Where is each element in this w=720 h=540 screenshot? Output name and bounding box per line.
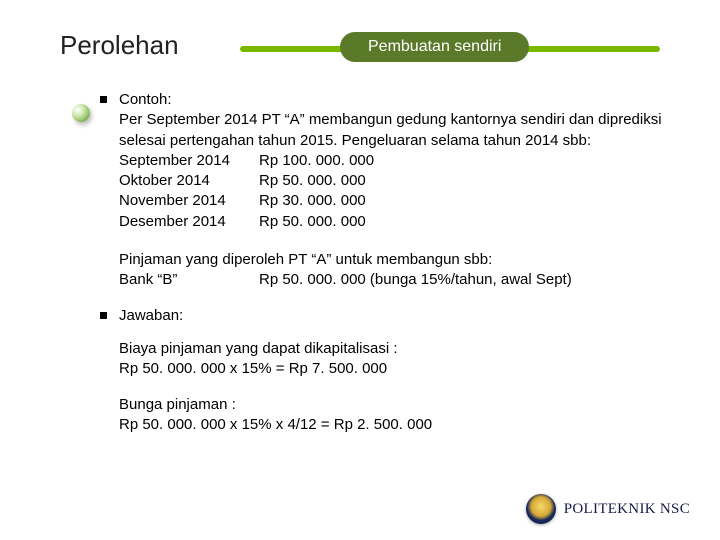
answer-block-2: Bunga pinjaman : Rp 50. 000. 000 x 15% x… — [100, 395, 665, 436]
expense-row: Desember 2014Rp 50. 000. 000 — [119, 212, 665, 232]
slide-content: Contoh: Per September 2014 PT “A” memban… — [100, 90, 665, 436]
expense-row: Oktober 2014Rp 50. 000. 000 — [119, 171, 665, 191]
expense-row: November 2014Rp 30. 000. 000 — [119, 191, 665, 211]
bullet-square-icon — [100, 96, 107, 103]
loan-row: Bank “B”Rp 50. 000. 000 (bunga 15%/tahun… — [119, 270, 665, 290]
bullet-jawaban: Jawaban: — [100, 306, 665, 326]
header: Perolehan Pembuatan sendiri — [60, 28, 660, 68]
subtitle-badge: Pembuatan sendiri — [340, 32, 529, 62]
page-title: Perolehan — [60, 30, 179, 61]
bullet-label: Contoh: — [119, 90, 665, 110]
answer1-line2: Rp 50. 000. 000 x 15% = Rp 7. 500. 000 — [119, 359, 665, 379]
institution-logo-icon — [526, 494, 556, 524]
decorative-orb-icon — [72, 104, 90, 122]
bullet-contoh: Contoh: Per September 2014 PT “A” memban… — [100, 90, 665, 232]
answer-block-1: Biaya pinjaman yang dapat dikapitalisasi… — [100, 339, 665, 380]
answer2-line1: Bunga pinjaman : — [119, 395, 665, 415]
loan-block: Pinjaman yang diperoleh PT “A” untuk mem… — [100, 250, 665, 291]
bullet-square-icon — [100, 312, 107, 319]
bullet-label: Jawaban: — [119, 306, 665, 326]
loan-intro: Pinjaman yang diperoleh PT “A” untuk mem… — [119, 250, 665, 270]
footer: POLITEKNIK NSC — [526, 494, 690, 524]
expense-row: September 2014Rp 100. 000. 000 — [119, 151, 665, 171]
footer-text: POLITEKNIK NSC — [564, 501, 690, 518]
answer2-line2: Rp 50. 000. 000 x 15% x 4/12 = Rp 2. 500… — [119, 415, 665, 435]
intro-text: Per September 2014 PT “A” membangun gedu… — [119, 110, 665, 151]
answer1-line1: Biaya pinjaman yang dapat dikapitalisasi… — [119, 339, 665, 359]
